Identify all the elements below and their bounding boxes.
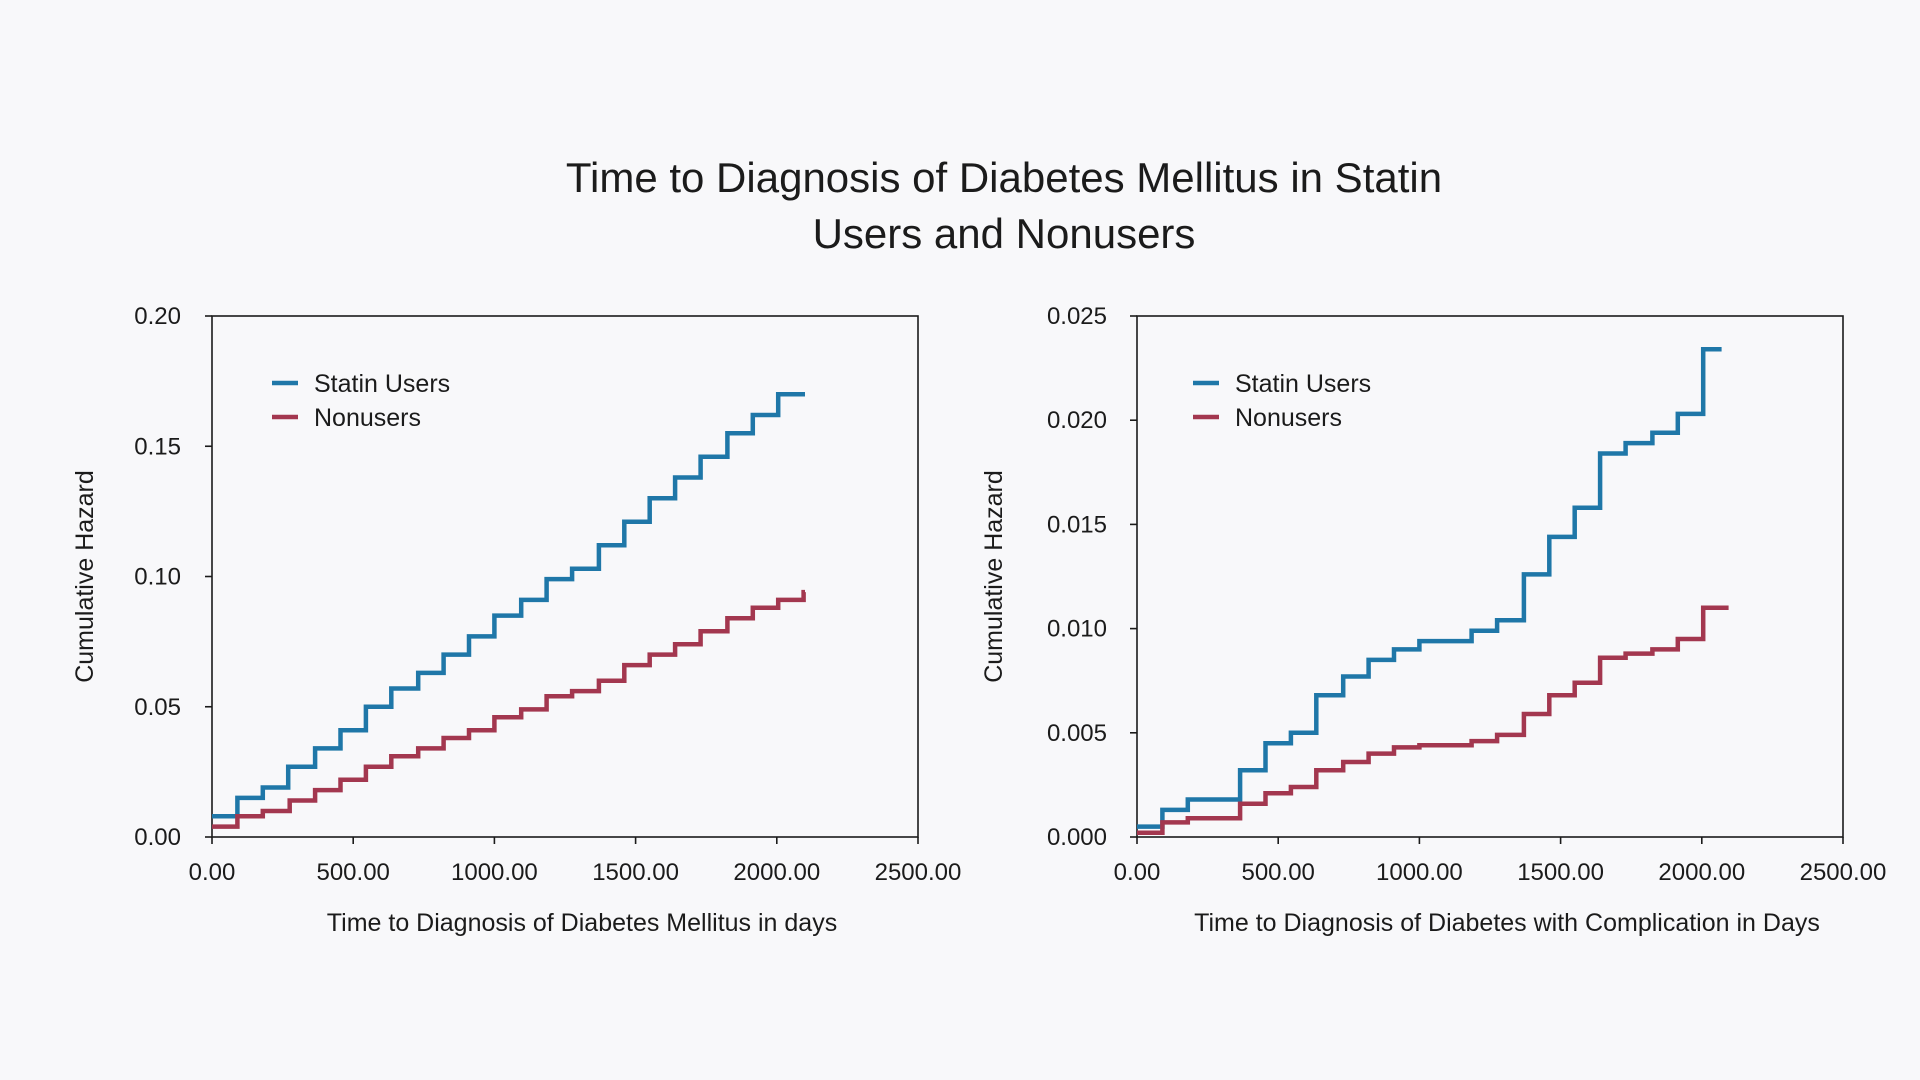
x-axis-title: Time to Diagnosis of Diabetes with Compl… (1194, 909, 1820, 937)
legend-label: Statin Users (1235, 370, 1371, 398)
x-tick-label: 1500.00 (1517, 859, 1604, 886)
y-tick-label: 0.010 (1047, 616, 1107, 643)
y-tick-label: 0.10 (134, 564, 181, 591)
plot-frame (1136, 315, 1844, 838)
y-tick-label: 0.000 (1047, 824, 1107, 851)
legend-label: Nonusers (1235, 404, 1342, 432)
y-tick-label: 0.025 (1047, 303, 1107, 330)
title-line-1: Time to Diagnosis of Diabetes Mellitus i… (565, 154, 1443, 201)
y-tick-label: 0.020 (1047, 407, 1107, 434)
y-tick-label: 0.20 (134, 303, 181, 330)
chart-right: 0.00 500.00 1000.00 1500.00 2000.00 2500.00 0.… (980, 303, 1886, 937)
x-tick-label: 1500.00 (592, 859, 679, 886)
y-tick-label: 0.05 (134, 694, 181, 721)
y-tick-label: 0.005 (1047, 720, 1107, 747)
x-tick-label: 500.00 (316, 859, 389, 886)
legend-label: Statin Users (314, 370, 450, 398)
y-tick-label: 0.00 (134, 824, 181, 851)
slide-title: Time to Diagnosis of Diabetes Mellitus i… (0, 150, 1920, 262)
x-axis-title: Time to Diagnosis of Diabetes Mellitus i… (327, 909, 837, 937)
x-tick-label: 1000.00 (1376, 859, 1463, 886)
x-tick-label: 2500.00 (875, 859, 962, 886)
x-tick-label: 0.00 (189, 859, 236, 886)
x-tick-label: 500.00 (1241, 859, 1314, 886)
series-line-statin-users (1137, 347, 1722, 829)
series-line-nonusers (212, 589, 806, 829)
x-tick-label: 2500.00 (1800, 859, 1887, 886)
y-axis-title: Cumulative Hazard (71, 470, 99, 683)
x-tick-label: 2000.00 (1658, 859, 1745, 886)
x-tick-label: 2000.00 (733, 859, 820, 886)
title-line-2: Users and Nonusers (812, 210, 1196, 257)
series-line-statin-users (212, 391, 805, 819)
legend-label: Nonusers (314, 404, 421, 432)
x-tick-label: 0.00 (1114, 859, 1161, 886)
y-tick-label: 0.015 (1047, 511, 1107, 538)
x-tick-label: 1000.00 (451, 859, 538, 886)
y-tick-label: 0.15 (134, 433, 181, 460)
y-axis-title: Cumulative Hazard (980, 470, 1008, 683)
chart-left: 0.00 500.00 1000.00 1500.00 2000.00 2500.00 0.… (71, 303, 961, 937)
series-line-nonusers (1137, 605, 1729, 836)
